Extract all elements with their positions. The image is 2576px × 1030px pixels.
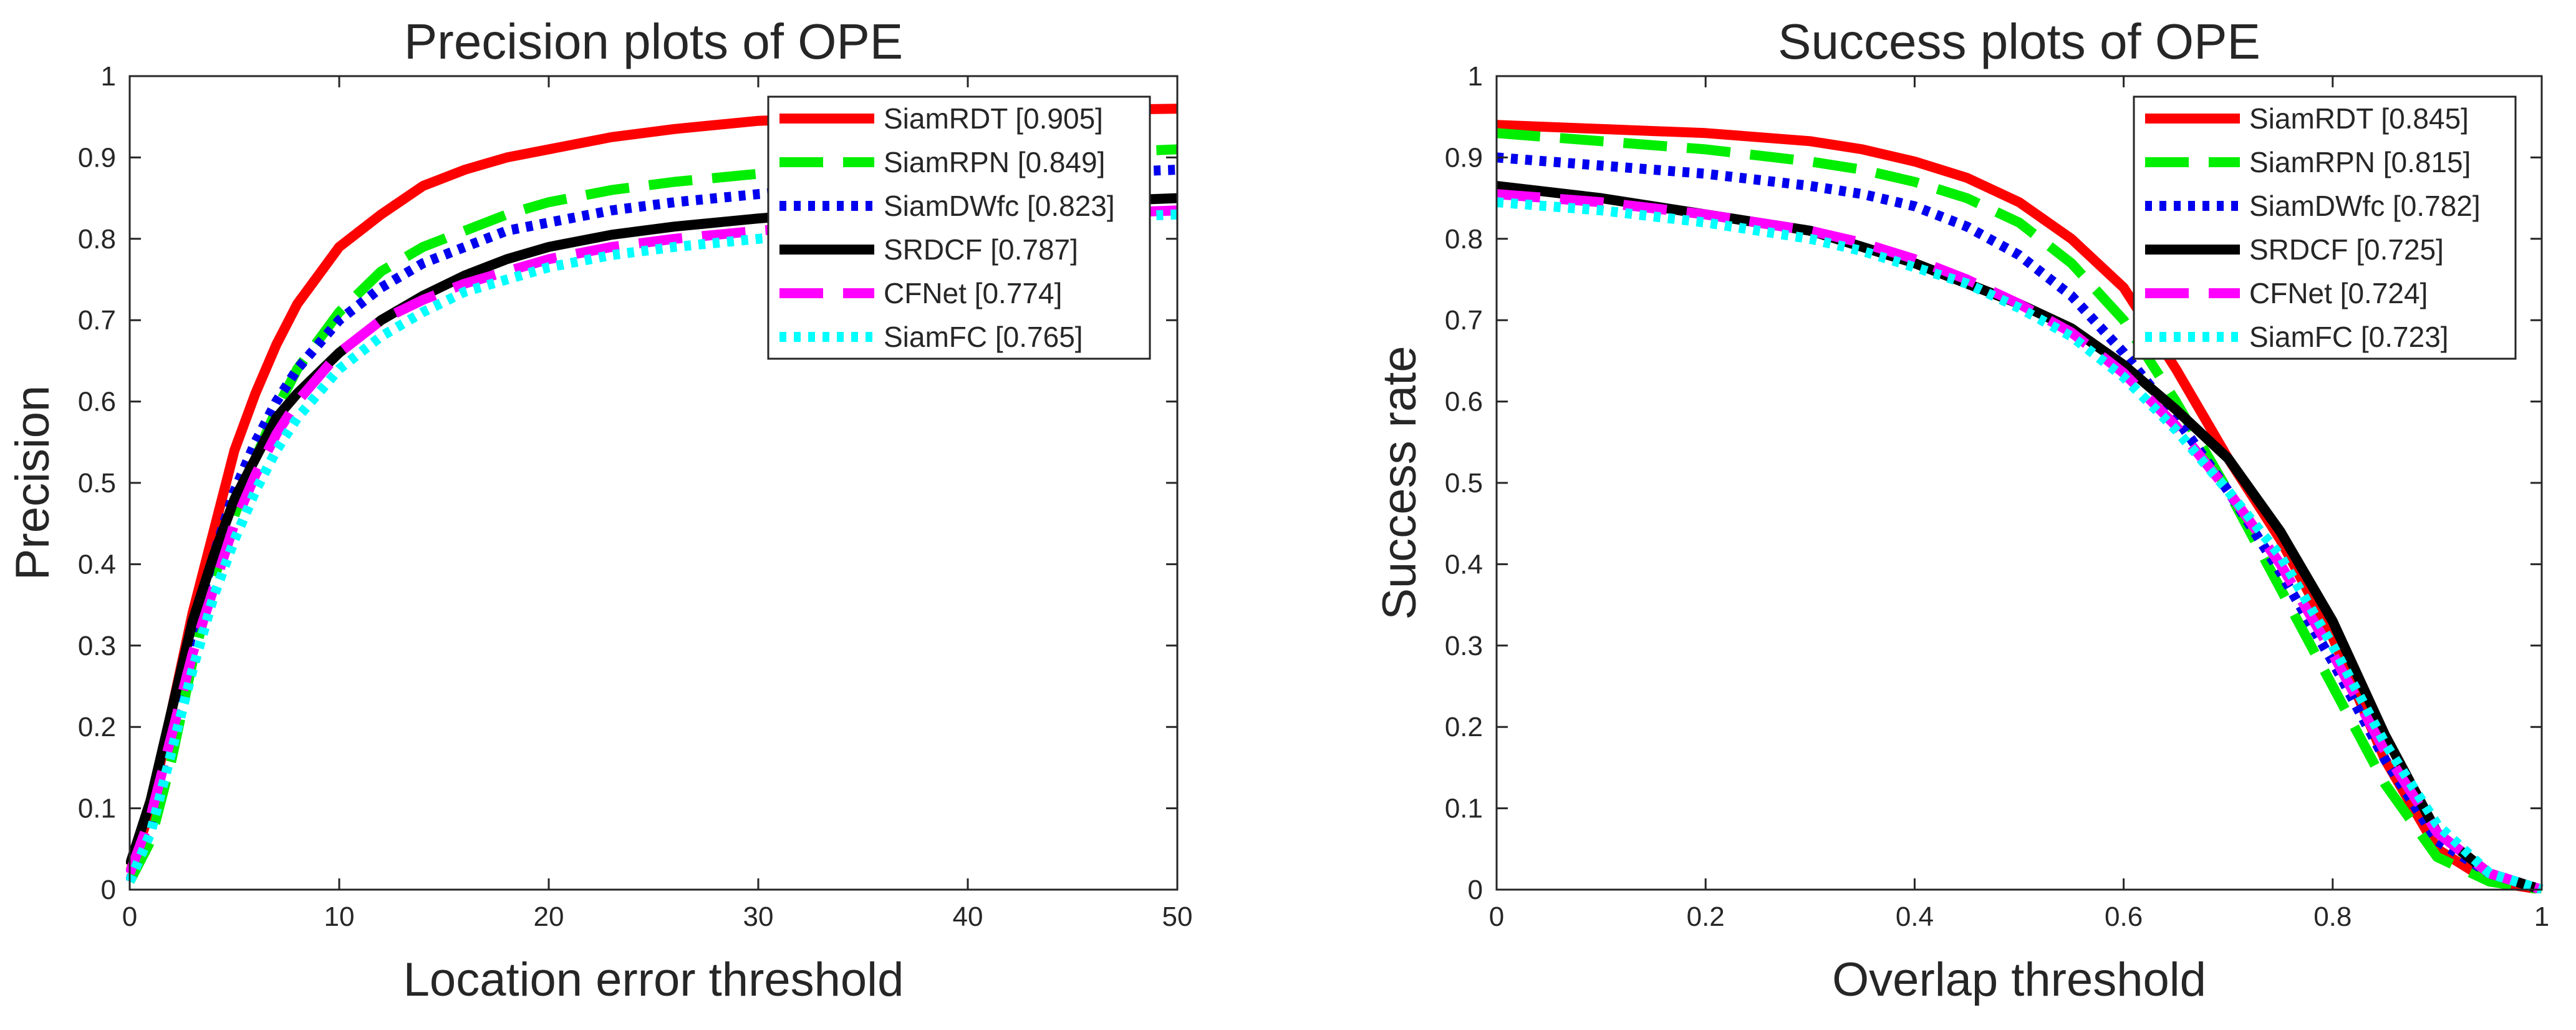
y-axis-title: Precision (6, 386, 59, 581)
y-tick-label: 0.2 (1445, 712, 1483, 742)
x-tick-label: 0 (122, 901, 137, 932)
x-tick-label: 20 (534, 901, 564, 932)
y-tick-label: 0.8 (1445, 224, 1483, 255)
x-tick-label: 30 (743, 901, 774, 932)
y-tick-label: 0.7 (1445, 305, 1483, 336)
y-tick-label: 1 (101, 61, 116, 92)
legend-label-srdcf: SRDCF [0.787] (884, 233, 1078, 266)
x-tick-label: 50 (1162, 901, 1193, 932)
y-tick-label: 0.2 (78, 712, 116, 742)
x-tick-label: 0.4 (1896, 901, 1934, 932)
legend-box (767, 95, 1151, 360)
x-axis-title: Location error threshold (403, 953, 904, 1006)
x-tick-label: 0.6 (2105, 901, 2143, 932)
y-tick-label: 0 (101, 875, 116, 905)
legend-label-cfnet: CFNet [0.724] (2249, 277, 2428, 309)
y-tick-label: 0.3 (1445, 631, 1483, 661)
y-tick-label: 0.3 (78, 631, 116, 661)
y-tick-label: 0.1 (78, 794, 116, 824)
x-axis-title: Overlap threshold (1832, 953, 2206, 1006)
series-line-srdcf (1496, 181, 2544, 893)
series-group (1496, 120, 2544, 893)
x-tick-label: 0 (1489, 901, 1504, 932)
y-tick-label: 0.5 (1445, 468, 1483, 498)
y-tick-label: 0.7 (78, 305, 116, 336)
x-tick-label: 40 (953, 901, 983, 932)
legend-box (2133, 95, 2517, 360)
y-tick-label: 0.6 (78, 387, 116, 417)
y-tick-label: 0 (1468, 875, 1483, 905)
legend-label-siamrpn: SiamRPN [0.849] (884, 146, 1105, 178)
legend-label-siamrdt: SiamRDT [0.845] (2249, 102, 2469, 135)
legend-label-cfnet: CFNet [0.774] (884, 277, 1062, 309)
legend-label-siamrpn: SiamRPN [0.815] (2249, 146, 2471, 178)
x-tick-label: 10 (324, 901, 355, 932)
y-tick-label: 0.5 (78, 468, 116, 498)
chart-title: Precision plots of OPE (404, 14, 903, 69)
x-tick-label: 1 (2534, 901, 2549, 932)
legend-label-siamfc: SiamFC [0.765] (884, 321, 1083, 353)
chart-title: Success plots of OPE (1778, 14, 2260, 69)
y-tick-label: 0.1 (1445, 794, 1483, 824)
legend-label-srdcf: SRDCF [0.725] (2249, 233, 2444, 266)
y-tick-label: 0.6 (1445, 387, 1483, 417)
y-tick-label: 0.9 (78, 142, 116, 173)
y-tick-label: 1 (1468, 61, 1483, 92)
x-tick-label: 0.8 (2313, 901, 2352, 932)
y-tick-label: 0.4 (1445, 549, 1483, 580)
y-tick-label: 0.8 (78, 224, 116, 255)
legend-label-siamrdt: SiamRDT [0.905] (884, 102, 1103, 135)
x-tick-label: 0.2 (1687, 901, 1725, 932)
legend: SiamRDT [0.845] SiamRPN [0.815] SiamDWfc [… (2133, 95, 2517, 360)
legend: SiamRDT [0.905] SiamRPN [0.849] SiamDWfc [… (767, 95, 1151, 360)
precision-chart: 0 10 20 30 40 50 0 0.1 0.2 0.3 0.4 0.5 0.6 0.7 0.8 0.9 1… (6, 14, 1192, 1006)
y-tick-label: 0.4 (78, 549, 116, 580)
success-chart: 0 0.2 0.4 0.6 0.8 1 0 0.1 0.2 0.3 0.4 0.5 0.6 0.7 0.8 0… (1373, 14, 2549, 1006)
y-tick-label: 0.9 (1445, 142, 1483, 173)
legend-label-siamdwfc: SiamDWfc [0.782] (2249, 190, 2481, 222)
series-line-cfnet (126, 205, 1178, 875)
series-line-siamrpn (1496, 128, 2543, 893)
series-line-siamfc (126, 209, 1178, 884)
y-axis-title: Success rate (1373, 346, 1426, 619)
legend-label-siamfc: SiamFC [0.723] (2249, 321, 2449, 353)
legend-label-siamdwfc: SiamDWfc [0.823] (884, 190, 1115, 222)
